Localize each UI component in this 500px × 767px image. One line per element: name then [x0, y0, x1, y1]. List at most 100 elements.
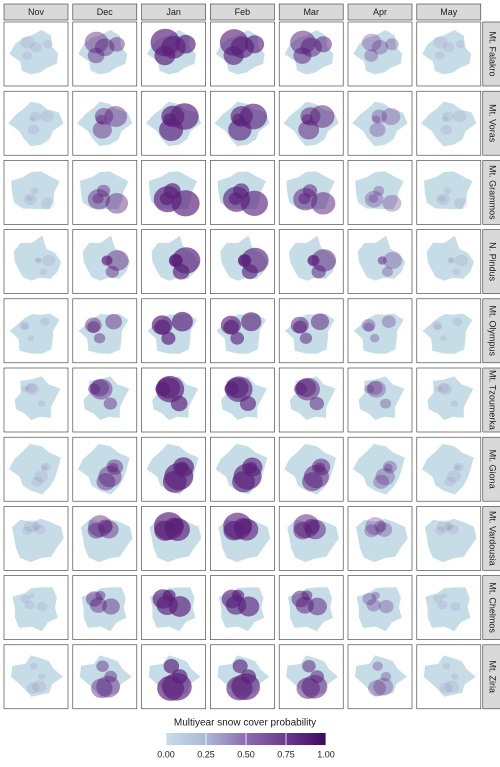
snow-area — [447, 470, 461, 483]
snow-area — [311, 265, 326, 279]
snow-area — [228, 119, 252, 141]
row-label: Mt. Falakro — [487, 31, 497, 76]
snow-area — [108, 462, 119, 473]
snow-area — [162, 589, 176, 602]
snow-area — [381, 107, 401, 126]
snow-area — [371, 39, 389, 55]
region-shape — [9, 443, 61, 495]
snow-area — [444, 476, 456, 487]
snow-area — [438, 383, 453, 396]
snow-area — [150, 28, 181, 57]
snow-area — [438, 195, 446, 202]
snow-area — [441, 592, 448, 599]
column-strip — [72, 3, 138, 21]
snow-area — [368, 194, 378, 203]
region-shape — [356, 518, 408, 563]
snow-area — [24, 600, 35, 610]
legend-tick-label: 0.50 — [237, 749, 255, 759]
row-strip — [482, 506, 500, 571]
snow-area — [94, 107, 114, 125]
region-shape — [77, 101, 133, 147]
snow-area — [39, 317, 50, 327]
snow-area — [171, 190, 200, 217]
region-shape — [426, 235, 474, 281]
snow-area — [87, 522, 105, 539]
snow-area — [164, 517, 184, 536]
row-strip — [482, 90, 500, 156]
snow-area — [302, 472, 323, 492]
row-strip — [482, 21, 500, 87]
snow-area — [237, 596, 260, 617]
snow-area — [310, 313, 330, 331]
snow-area — [367, 381, 383, 395]
region-shape — [357, 235, 406, 281]
snow-area — [384, 463, 393, 472]
snow-area — [364, 384, 375, 394]
column-label: Jan — [166, 7, 181, 17]
snow-area — [38, 673, 46, 680]
snow-area — [373, 185, 385, 196]
snow-area — [230, 331, 245, 345]
row-label: Mt. Vardousia — [487, 511, 497, 566]
snow-area — [36, 601, 48, 612]
snow-area — [89, 597, 107, 613]
snow-area — [433, 36, 448, 49]
snow-area — [237, 254, 252, 268]
snow-area — [361, 318, 376, 332]
snow-area — [105, 265, 119, 278]
snow-area — [311, 192, 336, 215]
snow-area — [436, 519, 452, 533]
snow-area — [40, 110, 54, 123]
snow-area — [373, 677, 394, 696]
column-label: Apr — [373, 7, 387, 17]
snow-area — [41, 464, 48, 471]
region-shape — [422, 313, 473, 354]
region-shape — [355, 171, 404, 210]
snow-area — [381, 266, 394, 277]
snow-area — [364, 190, 384, 208]
row-label: Mt. Tzoumerka — [487, 370, 497, 430]
snow-area — [435, 51, 446, 60]
row-strip — [482, 367, 500, 433]
snow-area — [35, 257, 42, 263]
region-shape — [427, 376, 474, 420]
region-shape — [353, 30, 403, 75]
snow-area — [241, 312, 262, 332]
snow-area — [93, 333, 106, 344]
snow-area — [382, 460, 397, 474]
snow-area — [371, 115, 381, 124]
region-shape — [355, 655, 407, 697]
snow-area — [296, 378, 317, 398]
region-shape — [421, 443, 474, 495]
region-shape — [8, 101, 64, 147]
snow-area — [442, 111, 454, 122]
snow-area — [361, 33, 382, 52]
region-shape — [9, 313, 60, 354]
row-strip — [482, 436, 500, 502]
region-shape — [82, 235, 130, 281]
snow-area — [28, 592, 35, 599]
snow-area — [362, 592, 377, 606]
snow-area — [41, 197, 55, 210]
snow-area — [104, 106, 128, 127]
column-strip — [3, 3, 69, 21]
snow-area — [314, 462, 326, 473]
snow-area — [450, 673, 459, 680]
snow-area — [231, 589, 245, 602]
snow-area — [92, 193, 104, 204]
snow-area — [25, 383, 40, 396]
legend-title: Multiyear snow cover probability — [174, 718, 316, 729]
row-label: Mt. Olympus — [487, 306, 497, 357]
region-shape — [12, 518, 64, 563]
snow-area — [370, 333, 380, 343]
snow-area — [382, 194, 402, 212]
snow-area — [171, 311, 193, 332]
row-strip — [482, 229, 500, 294]
row-label: Mt. Grammos — [487, 165, 497, 220]
snow-area — [314, 36, 332, 53]
snow-area — [363, 322, 375, 332]
snow-area — [34, 257, 42, 264]
snow-area — [377, 256, 387, 265]
snow-area — [32, 680, 47, 693]
region-shape — [356, 587, 402, 632]
